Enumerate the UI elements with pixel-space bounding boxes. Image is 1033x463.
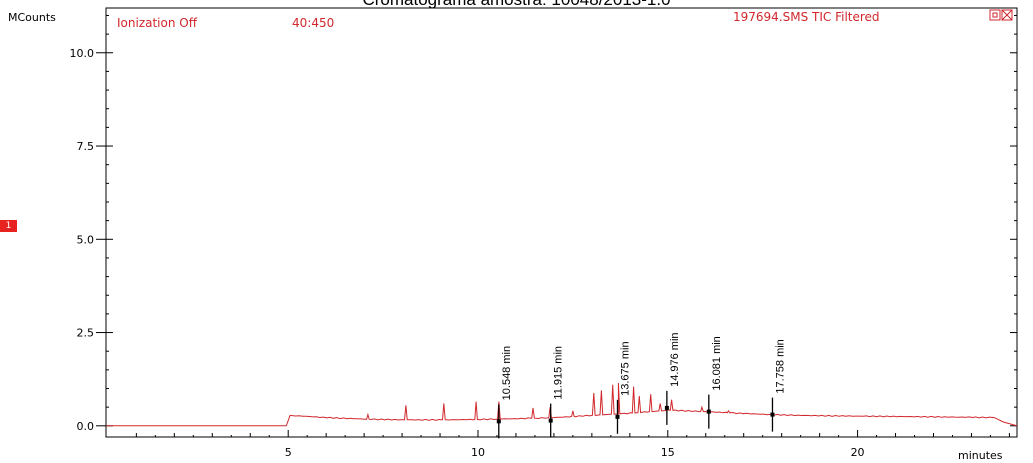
plot-frame bbox=[105, 7, 1018, 438]
axes-group bbox=[105, 7, 1018, 438]
y-tick-label: 5.0 bbox=[77, 233, 95, 246]
x-tick-label: 5 bbox=[285, 446, 292, 459]
y-tick-label: 0.0 bbox=[77, 420, 95, 433]
ionization-status: Ionization Off bbox=[117, 16, 198, 30]
x-tick-label: 15 bbox=[661, 446, 675, 459]
tic-trace bbox=[106, 382, 1018, 427]
peak-marker-dot bbox=[548, 418, 553, 423]
trace-name: 197694.SMS TIC Filtered bbox=[733, 10, 880, 24]
y-tick-label: 10.0 bbox=[70, 47, 95, 60]
retention-time-label: 11.915 min bbox=[553, 346, 565, 400]
retention-time-label: 16.081 min bbox=[711, 336, 723, 390]
peak-marker-dot bbox=[496, 419, 501, 424]
minor-ticks bbox=[106, 14, 1017, 437]
y-tick-label: 7.5 bbox=[77, 140, 95, 153]
y-tick-label: 2.5 bbox=[77, 327, 95, 340]
title-strip: Cromatograma amostra: 10048/2013-1.0 bbox=[0, 0, 1033, 8]
x-axis-labels: 5 10 15 20 bbox=[285, 446, 865, 459]
y-axis-label: MCounts bbox=[8, 11, 56, 24]
y-axis-labels: 0.0 2.5 5.0 7.5 10.0 bbox=[70, 47, 106, 433]
x-tick-label: 10 bbox=[471, 446, 485, 459]
peak-marker-dot bbox=[706, 409, 711, 414]
x-tick-label: 20 bbox=[851, 446, 865, 459]
trace-marker-badge[interactable]: 1 bbox=[0, 220, 17, 232]
close-icon-cross bbox=[1001, 9, 1013, 21]
retention-time-label: 13.675 min bbox=[619, 341, 631, 395]
peak-marker-dot bbox=[615, 414, 620, 419]
restore-icon[interactable] bbox=[989, 9, 1001, 21]
peak-marker-dot bbox=[664, 405, 669, 410]
restore-icon-inner bbox=[992, 12, 998, 18]
retention-time-annotations: 10.548 min 11.915 min 13.675 min 14.976 min… bbox=[496, 332, 786, 439]
mass-range: 40:450 bbox=[292, 16, 334, 30]
retention-time-label: 17.758 min bbox=[774, 339, 786, 393]
retention-time-label: 10.548 min bbox=[501, 346, 513, 400]
x-axis-label: minutes bbox=[958, 449, 1003, 462]
window-controls bbox=[989, 9, 1013, 21]
chart-title: Cromatograma amostra: 10048/2013-1.0 bbox=[0, 0, 1033, 8]
retention-time-label: 14.976 min bbox=[669, 332, 681, 386]
peak-marker-dot bbox=[770, 412, 775, 417]
